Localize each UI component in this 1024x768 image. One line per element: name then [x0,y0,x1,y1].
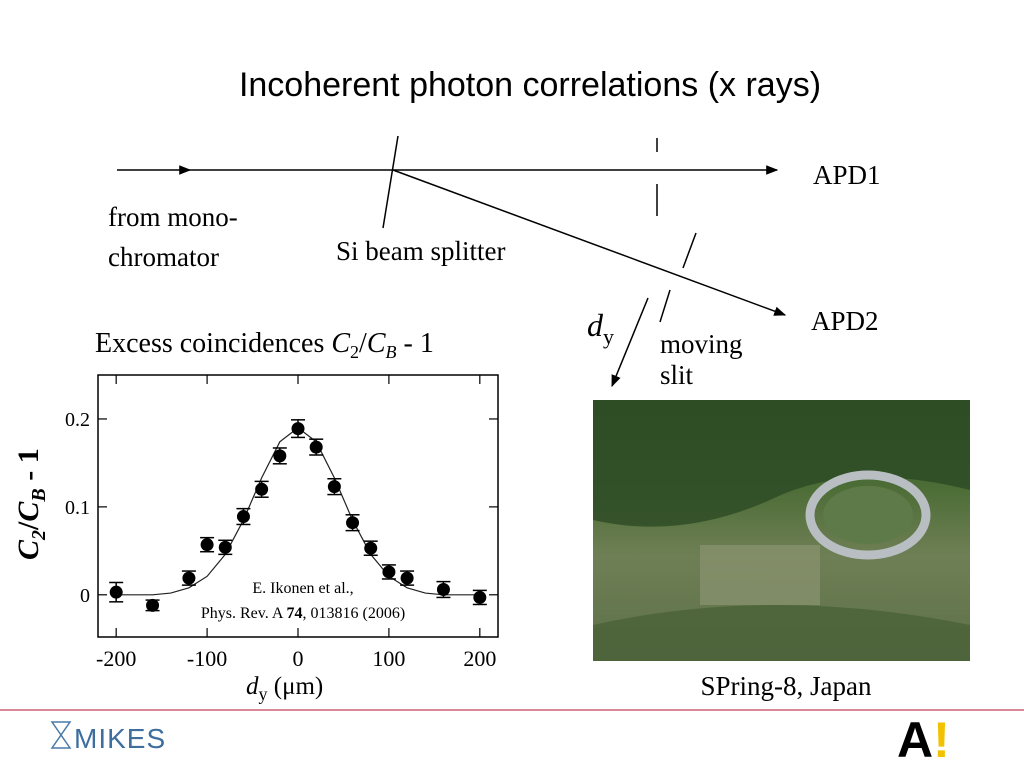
fit-curve [116,426,480,596]
label-part: B [28,488,50,502]
label-part: 2 [28,530,50,541]
data-point [146,598,160,612]
x-tick-label: -200 [96,646,136,671]
photo-foreground [593,605,970,661]
source-label: from mono- [108,202,238,232]
title-part: 2 [350,342,359,362]
slide-title: Incoherent photon correlations (x rays) [239,66,821,104]
subscript: y [603,324,614,349]
slit-2b [659,289,671,323]
chart-title: Excess coincidences C2/CB - 1 [95,328,434,362]
chart: Excess coincidences C2/CB - 1 C2/CB - 1 … [12,328,499,704]
citation-part: , 013816 (2006) [303,605,406,622]
label-part: C [12,539,45,560]
data-point [109,585,123,599]
data-point [436,583,450,597]
data-point [400,571,414,585]
data-point [327,480,341,494]
y-tick-label: 0.1 [65,497,90,519]
data-point [273,449,287,463]
label-part: C [12,501,45,522]
photo-ring-inner [823,486,913,544]
label-part: d [246,673,259,700]
data-point [309,440,323,454]
displacement-label: dy [587,307,614,349]
label-part: - 1 [12,448,45,488]
data-point [382,565,396,579]
label-part: / [12,521,45,531]
data-point [182,571,196,585]
citation: E. Ikonen et al., [252,580,353,597]
data-point [255,482,269,496]
title-part: / [359,328,367,359]
data-point [236,510,250,524]
x-axis-label: dy (μm) [246,673,323,704]
data-point [346,516,360,530]
beam-diagram [117,135,787,388]
data-point [200,538,214,552]
data-point [291,422,305,436]
citation-part: Phys. Rev. A [201,605,287,622]
apd2-label: APD2 [811,306,879,336]
label-part: (μm) [268,673,324,700]
label-part: y [259,684,268,704]
footer-logo2: A! [897,712,950,768]
footer-logo: MIKES [74,723,166,754]
data-point [218,540,232,554]
title-part: Excess coincidences [95,328,331,359]
slit-motion-arrow [611,297,649,388]
logo-icon [50,721,72,749]
y-tick-label: 0.2 [65,409,90,431]
x-tick-label: 200 [463,646,496,671]
source-label: chromator [108,242,219,272]
beam-apd2 [392,169,787,316]
data-point [473,590,487,604]
photo [593,400,970,661]
slit-label: moving [660,329,743,359]
beam-splitter [382,135,399,229]
apd1-label: APD1 [813,160,881,190]
y-tick-label: 0 [80,585,90,607]
x-tick-label: 100 [372,646,405,671]
photo-buildings [700,545,820,605]
title-part: C [331,328,350,359]
logo-part: A [897,712,933,768]
y-axis-label: C2/CB - 1 [12,448,50,560]
photo-caption: SPring-8, Japan [701,671,872,701]
citation-part: 74 [287,605,303,622]
symbol: d [587,307,604,343]
logo-part: ! [933,712,950,768]
photo-ring [805,470,931,560]
data-point [364,541,378,555]
splitter-label: Si beam splitter [336,236,505,266]
x-tick-label: 0 [293,646,304,671]
photo-hills [593,400,970,527]
x-tick-label: -100 [187,646,227,671]
title-part: B [386,342,397,362]
citation: Phys. Rev. A 74, 013816 (2006) [201,605,405,622]
slit-2a [682,232,697,269]
title-part: - 1 [397,328,434,359]
slit-label: slit [660,360,694,390]
mikes-logo [50,721,72,749]
title-part: C [367,328,386,359]
